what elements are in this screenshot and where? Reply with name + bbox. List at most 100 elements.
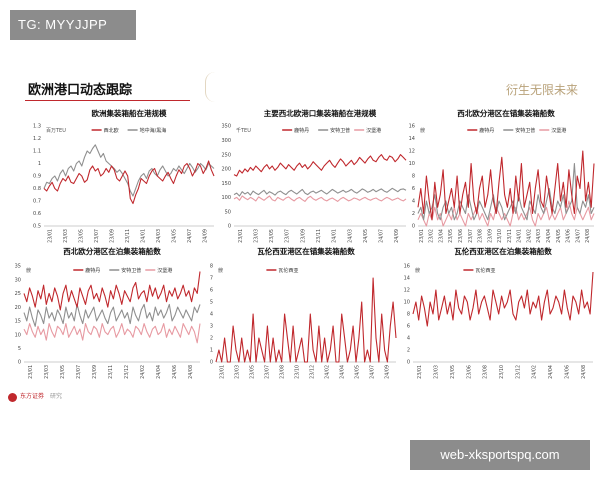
ytick-1-2: 100 (221, 195, 231, 201)
ytick-5-4: 8 (407, 312, 410, 318)
xtick-2-7: 23/09 (487, 229, 493, 243)
xtick-4-2: 23/05 (250, 365, 256, 379)
xtick-2-0: 23/01 (419, 229, 425, 243)
ytick-0-6: 1.1 (33, 149, 41, 155)
ytick-4-4: 4 (210, 312, 213, 318)
ytick-2-3: 6 (412, 186, 415, 192)
ytick-2-8: 16 (409, 124, 415, 130)
xtick-5-5: 23/10 (499, 365, 505, 379)
series-line-3-0 (23, 271, 201, 311)
xtick-4-8: 24/04 (340, 365, 346, 379)
ytick-5-3: 6 (407, 324, 410, 330)
brand-tag: 衍生无限未来 (506, 83, 579, 97)
chart-title-4: 瓦伦西亚港区在锚集装箱船数 (257, 246, 355, 256)
xtick-2-15: 24/06 (566, 229, 572, 243)
legend-label-3-2: 汉堡港 (157, 267, 172, 274)
ytick-3-1: 5 (18, 346, 21, 352)
series-line-1-0 (233, 154, 407, 177)
xtick-5-3: 23/06 (466, 365, 472, 379)
ytick-1-5: 250 (221, 152, 231, 158)
legend-label-0-1: 地中海/黑海 (140, 127, 167, 134)
xtick-0-10: 24/09 (202, 229, 208, 243)
series-line-2-0 (417, 150, 595, 221)
chart-title-3: 西北欧分港区在泊集装箱船数 (63, 246, 161, 256)
xtick-5-4: 23/08 (483, 365, 489, 379)
ytick-4-3: 3 (210, 324, 213, 330)
ytick-5-5: 10 (404, 300, 410, 306)
chart-title-5: 瓦伦西亚港区在泊集装箱船数 (454, 246, 552, 256)
xtick-0-4: 23/09 (110, 229, 116, 243)
series-line-1-2 (233, 195, 407, 202)
legend-label-1-1: 安特卫普 (330, 127, 350, 134)
xtick-0-9: 24/07 (187, 229, 193, 243)
xtick-3-3: 23/07 (76, 365, 82, 379)
ytick-4-7: 7 (210, 276, 213, 282)
ytick-0-8: 1.3 (33, 124, 41, 130)
ytick-5-0: 0 (407, 360, 410, 366)
xtick-2-1: 23/02 (429, 229, 435, 243)
chart-ylabel-3: 艘 (26, 267, 31, 274)
xtick-5-1: 23/03 (434, 365, 440, 379)
xtick-2-4: 23/06 (458, 229, 464, 243)
chart-title-2: 西北欧分港区在锚集装箱船数 (457, 108, 555, 118)
chart-title-0: 欧洲集装箱船在港规模 (92, 108, 167, 118)
xtick-2-11: 24/02 (526, 229, 532, 243)
chart-ylabel-2: 艘 (420, 127, 425, 134)
ytick-3-6: 30 (15, 277, 21, 283)
xtick-5-6: 23/12 (515, 365, 521, 379)
xtick-5-9: 24/06 (564, 365, 570, 379)
xtick-1-0: 23/01 (238, 229, 244, 243)
ytick-5-7: 14 (404, 276, 410, 282)
legend-label-2-0: 鹿特丹 (479, 127, 494, 134)
xtick-2-13: 24/04 (546, 229, 552, 243)
xtick-4-7: 24/02 (325, 365, 331, 379)
legend-label-3-1: 安特卫普 (121, 267, 141, 274)
xtick-0-8: 24/05 (171, 229, 177, 243)
ytick-3-3: 15 (15, 319, 21, 325)
legend-label-2-2: 汉堡港 (551, 127, 566, 134)
ytick-2-1: 2 (412, 211, 415, 217)
watermark-bottom: web-xksportspq.com (410, 440, 590, 470)
legend-label-4-0: 瓦伦西亚 (278, 267, 298, 274)
ytick-3-7: 35 (15, 264, 21, 270)
ytick-1-1: 50 (225, 209, 231, 215)
chart-ylabel-1: 千TEU (236, 127, 251, 134)
xtick-5-8: 24/04 (548, 365, 554, 379)
xtick-2-17: 24/08 (585, 229, 591, 243)
series-line-3-1 (23, 303, 201, 327)
ytick-0-3: 0.8 (33, 186, 41, 192)
xtick-1-7: 24/03 (347, 229, 353, 243)
xtick-4-4: 23/08 (280, 365, 286, 379)
ytick-1-6: 300 (221, 138, 231, 144)
legend-label-2-1: 安特卫普 (515, 127, 535, 134)
xtick-2-8: 23/10 (497, 229, 503, 243)
xtick-0-1: 23/03 (63, 229, 69, 243)
ytick-4-5: 5 (210, 300, 213, 306)
brand-curve (205, 72, 216, 102)
series-line-0-0 (43, 160, 215, 205)
org-logo-icon (8, 393, 17, 402)
ytick-1-4: 200 (221, 167, 231, 173)
slide-title: 欧洲港口动态跟踪 (28, 83, 133, 98)
xtick-1-5: 23/11 (316, 229, 322, 243)
ytick-5-2: 4 (407, 336, 410, 342)
xtick-4-9: 24/05 (355, 365, 361, 379)
legend-label-0-0: 西北欧 (104, 127, 119, 134)
xtick-1-8: 24/05 (363, 229, 369, 243)
series-line-4-0 (215, 277, 397, 363)
xtick-3-2: 23/05 (60, 365, 66, 379)
ytick-2-6: 12 (409, 149, 415, 155)
xtick-4-10: 24/07 (370, 365, 376, 379)
legend-label-3-0: 鹿特丹 (85, 267, 100, 274)
xtick-1-2: 23/05 (269, 229, 275, 243)
xtick-0-6: 24/01 (140, 229, 146, 243)
ytick-3-4: 20 (15, 305, 21, 311)
ytick-2-4: 8 (412, 174, 415, 180)
xtick-2-9: 23/11 (507, 229, 513, 243)
ytick-2-2: 4 (412, 199, 415, 205)
xtick-1-1: 23/03 (253, 229, 259, 243)
ytick-4-6: 6 (210, 288, 213, 294)
ytick-0-5: 1 (38, 161, 41, 167)
xtick-2-2: 23/04 (438, 229, 444, 243)
